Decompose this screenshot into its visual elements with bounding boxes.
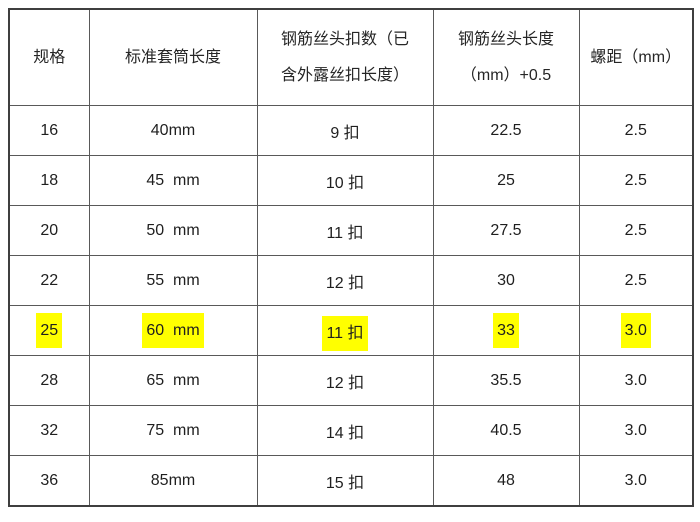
cell-text: 10 扣 xyxy=(325,174,365,192)
cell-text: 2.5 xyxy=(624,121,647,139)
table-cell: 22.5 xyxy=(432,105,580,156)
column-header: 螺距（mm） xyxy=(578,8,694,106)
cell-text: 18 xyxy=(40,171,59,189)
highlighted-cell-text: 33 xyxy=(493,312,519,348)
cell-text: 3.0 xyxy=(624,371,647,389)
cell-text: 75 mm xyxy=(146,421,200,439)
cell-text: 25 xyxy=(497,171,515,189)
table-cell: 55 mm xyxy=(88,255,258,306)
table-cell: 20 xyxy=(8,205,90,256)
table-cell: 33 xyxy=(432,305,580,356)
table-cell: 48 xyxy=(432,455,580,507)
table-cell: 30 xyxy=(432,255,580,306)
table-cell: 2.5 xyxy=(578,205,694,256)
cell-text: 85mm xyxy=(150,471,196,489)
header-row: 规格 标准套筒长度 钢筋丝头扣数（已 含外露丝扣长度） 钢筋丝头长度 （mm）+0.5… xyxy=(8,8,694,106)
table-cell: 50 mm xyxy=(88,205,258,256)
cell-text: 30 xyxy=(497,271,515,289)
cell-text: 2.5 xyxy=(624,271,647,289)
table-cell: 22 xyxy=(8,255,90,306)
cell-text: 32 xyxy=(40,421,59,439)
cell-text: 50 mm xyxy=(146,221,200,239)
table-cell: 16 xyxy=(8,105,90,156)
table-row: 28 65 mm 12 扣 35.5 3.0 xyxy=(8,355,694,406)
table-row: 36 85mm 15 扣 48 3.0 xyxy=(8,455,694,507)
cell-text: 22.5 xyxy=(490,121,522,139)
cell-text: 11 扣 xyxy=(326,224,364,242)
cell-text: 12 扣 xyxy=(325,374,365,392)
cell-text: 40.5 xyxy=(490,421,522,439)
rebar-spec-table: 规格 标准套筒长度 钢筋丝头扣数（已 含外露丝扣长度） 钢筋丝头长度 （mm）+0.5… xyxy=(8,8,694,507)
table-cell: 36 xyxy=(8,455,90,507)
cell-text: 28 xyxy=(40,371,59,389)
cell-text: 20 xyxy=(40,221,59,239)
column-header: 钢筋丝头扣数（已 含外露丝扣长度） xyxy=(256,8,434,106)
table-cell: 9 扣 xyxy=(256,105,434,156)
table-cell: 60 mm xyxy=(88,305,258,356)
table-cell: 40.5 xyxy=(432,405,580,456)
highlighted-cell-text: 11 扣 xyxy=(322,315,368,351)
table-cell: 2.5 xyxy=(578,155,694,206)
cell-text: 12 扣 xyxy=(325,274,365,292)
cell-text: 14 扣 xyxy=(325,424,365,442)
cell-text: 40mm xyxy=(150,121,196,139)
highlighted-cell-text: 3.0 xyxy=(620,312,651,348)
cell-text: 48 xyxy=(497,471,515,489)
table-cell: 18 xyxy=(8,155,90,206)
table-cell: 28 xyxy=(8,355,90,406)
table-cell: 15 扣 xyxy=(256,455,434,507)
table-cell: 12 扣 xyxy=(256,355,434,406)
cell-text: 2.5 xyxy=(624,221,647,239)
cell-text: 3.0 xyxy=(624,421,647,439)
table-cell: 45 mm xyxy=(88,155,258,206)
table-cell: 11 扣 xyxy=(256,205,434,256)
table-cell: 3.0 xyxy=(578,355,694,406)
table-row: 20 50 mm 11 扣 27.5 2.5 xyxy=(8,205,694,256)
table-row: 18 45 mm 10 扣 25 2.5 xyxy=(8,155,694,206)
table-row: 32 75 mm 14 扣 40.5 3.0 xyxy=(8,405,694,456)
cell-text: 15 扣 xyxy=(325,474,365,492)
highlighted-cell-text: 25 xyxy=(36,312,63,348)
table-cell: 35.5 xyxy=(432,355,580,406)
table-cell: 85mm xyxy=(88,455,258,507)
table-row: 16 40mm 9 扣 22.5 2.5 xyxy=(8,105,694,156)
table-cell: 27.5 xyxy=(432,205,580,256)
table-cell: 3.0 xyxy=(578,455,694,507)
table-cell: 75 mm xyxy=(88,405,258,456)
column-header: 规格 xyxy=(8,8,90,106)
cell-text: 9 扣 xyxy=(330,124,360,142)
table-cell: 32 xyxy=(8,405,90,456)
cell-text: 36 xyxy=(40,471,59,489)
table-cell: 3.0 xyxy=(578,405,694,456)
cell-text: 45 mm xyxy=(146,171,200,189)
table-cell: 25 xyxy=(432,155,580,206)
cell-text: 35.5 xyxy=(490,371,522,389)
table-cell: 14 扣 xyxy=(256,405,434,456)
table-cell: 10 扣 xyxy=(256,155,434,206)
cell-text: 55 mm xyxy=(146,271,200,289)
highlighted-cell-text: 60 mm xyxy=(142,312,204,348)
cell-text: 3.0 xyxy=(624,471,647,489)
table-cell: 65 mm xyxy=(88,355,258,406)
table-cell: 11 扣 xyxy=(256,305,434,356)
table-cell: 12 扣 xyxy=(256,255,434,306)
cell-text: 2.5 xyxy=(624,171,647,189)
column-header: 钢筋丝头长度 （mm）+0.5 xyxy=(432,8,580,106)
cell-text: 22 xyxy=(40,271,59,289)
table-cell: 3.0 xyxy=(578,305,694,356)
table-row: 25 60 mm 11 扣 33 3.0 xyxy=(8,305,694,356)
table-cell: 25 xyxy=(8,305,90,356)
table-cell: 2.5 xyxy=(578,105,694,156)
table-body: 16 40mm 9 扣 22.5 2.5 18 45 mm 10 扣 25 2.5 20 50 mm 1… xyxy=(8,105,694,507)
column-header: 标准套筒长度 xyxy=(88,8,258,106)
cell-text: 16 xyxy=(40,121,59,139)
table-row: 22 55 mm 12 扣 30 2.5 xyxy=(8,255,694,306)
table-cell: 2.5 xyxy=(578,255,694,306)
cell-text: 65 mm xyxy=(146,371,200,389)
cell-text: 27.5 xyxy=(490,221,522,239)
table-cell: 40mm xyxy=(88,105,258,156)
